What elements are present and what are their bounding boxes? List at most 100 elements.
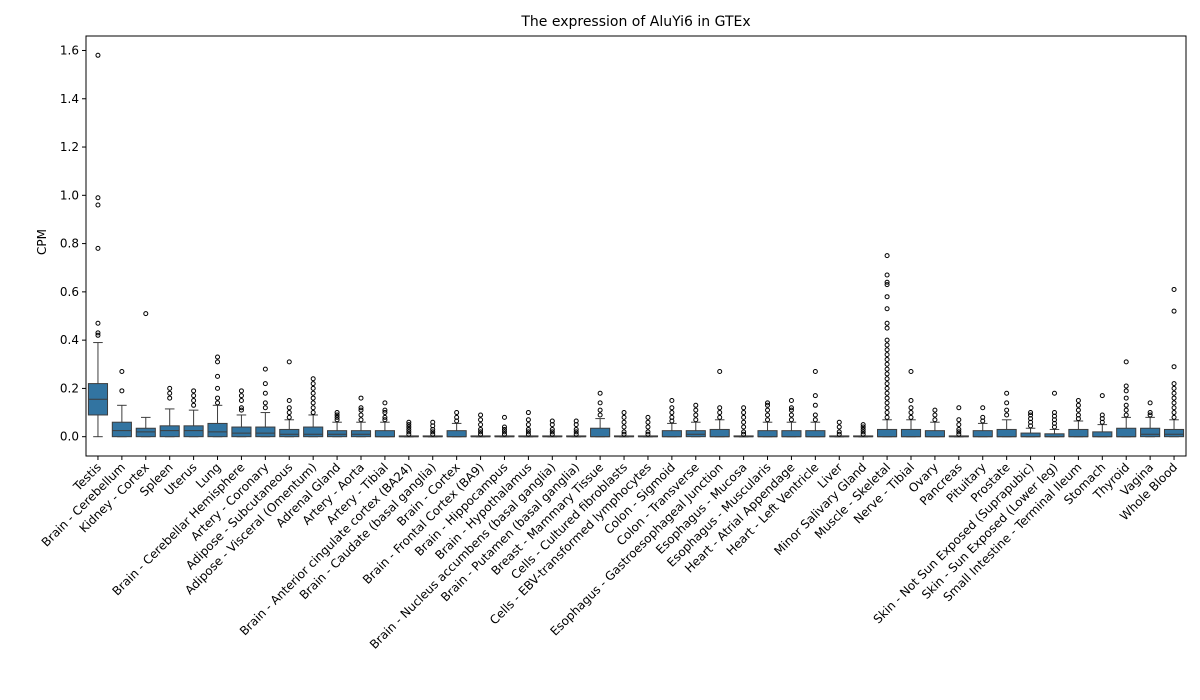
- box-group: [470, 412, 491, 438]
- box-group: [279, 359, 300, 438]
- box-iqr: [446, 430, 467, 438]
- plot-frame: [85, 35, 1187, 457]
- outlier-point: [310, 381, 316, 387]
- outlier-point: [860, 426, 866, 432]
- outlier-point: [1004, 412, 1010, 418]
- box-iqr: [924, 430, 945, 438]
- box-group: [829, 419, 850, 438]
- box-iqr: [590, 427, 611, 438]
- outlier-point: [238, 407, 244, 413]
- box-group: [853, 422, 874, 438]
- outlier-point: [908, 405, 914, 411]
- outlier-point: [382, 407, 388, 413]
- outlier-point: [884, 342, 890, 348]
- outlier-point: [454, 414, 460, 420]
- outlier-point: [215, 400, 221, 406]
- outlier-point: [1004, 400, 1010, 406]
- outlier-point: [1171, 405, 1177, 411]
- box-iqr: [374, 430, 395, 438]
- box-group: [781, 397, 802, 438]
- outlier-point: [238, 388, 244, 394]
- outlier-point: [1171, 308, 1177, 314]
- outlier-point: [478, 426, 484, 432]
- box-iqr: [805, 430, 826, 438]
- box-group: [948, 405, 969, 438]
- box-group: [135, 311, 156, 438]
- outlier-point: [1051, 390, 1057, 396]
- outlier-point: [884, 410, 890, 416]
- outlier-point: [645, 431, 651, 437]
- outlier-point: [1147, 412, 1153, 418]
- outlier-point: [717, 410, 723, 416]
- outlier-point: [884, 253, 890, 259]
- outlier-point: [621, 424, 627, 430]
- box-group: [374, 400, 395, 438]
- outlier-point: [549, 418, 555, 424]
- outlier-point: [262, 390, 268, 396]
- outlier-point: [525, 417, 531, 423]
- y-tick-label: 0.0: [60, 430, 79, 444]
- outlier-point: [621, 429, 627, 435]
- y-tick-label: 1.6: [60, 43, 79, 57]
- y-tick-label: 0.6: [60, 285, 79, 299]
- box-group: [1092, 393, 1113, 438]
- outlier-point: [191, 388, 197, 394]
- y-tick-label: 1.4: [60, 92, 79, 106]
- outlier-point: [382, 410, 388, 416]
- outlier-point: [119, 369, 125, 375]
- box-iqr: [877, 428, 898, 438]
- outlier-point: [741, 405, 747, 411]
- outlier-point: [597, 407, 603, 413]
- outlier-point: [191, 397, 197, 403]
- outlier-point: [717, 369, 723, 375]
- outlier-point: [1147, 410, 1153, 416]
- outlier-point: [693, 407, 699, 413]
- outlier-point: [95, 52, 101, 58]
- outlier-point: [980, 414, 986, 420]
- box-iqr: [1020, 432, 1041, 438]
- outlier-point: [884, 347, 890, 353]
- outlier-point: [501, 429, 507, 435]
- outlier-point: [1099, 393, 1105, 399]
- outlier-point: [1004, 390, 1010, 396]
- box-iqr: [350, 430, 372, 438]
- outlier-point: [788, 407, 794, 413]
- outlier-point: [262, 400, 268, 406]
- box-group: [183, 388, 204, 438]
- outlier-point: [454, 410, 460, 416]
- outlier-point: [310, 400, 316, 406]
- outlier-point: [286, 405, 292, 411]
- outlier-point: [645, 424, 651, 430]
- outlier-point: [1171, 364, 1177, 370]
- box-iqr: [159, 425, 180, 438]
- box-group: [877, 253, 898, 438]
- box-group: [446, 410, 467, 438]
- box-group: [159, 385, 180, 438]
- outlier-point: [478, 417, 484, 423]
- outlier-point: [478, 429, 484, 435]
- outlier-point: [884, 306, 890, 312]
- outlier-point: [932, 412, 938, 418]
- outlier-point: [310, 395, 316, 401]
- box-group: [566, 418, 587, 438]
- box-group: [494, 414, 515, 438]
- outlier-point: [167, 390, 173, 396]
- outlier-point: [956, 405, 962, 411]
- outlier-point: [95, 245, 101, 251]
- outlier-point: [788, 397, 794, 403]
- outlier-point: [741, 414, 747, 420]
- outlier-point: [382, 414, 388, 420]
- outlier-point: [215, 354, 221, 360]
- box-group: [398, 419, 419, 438]
- box-iqr: [996, 428, 1017, 438]
- outlier-point: [358, 412, 364, 418]
- outlier-point: [956, 431, 962, 437]
- outlier-point: [645, 429, 651, 435]
- outlier-point: [501, 431, 507, 437]
- outlier-point: [884, 352, 890, 358]
- box-iqr: [111, 421, 132, 438]
- outlier-point: [741, 431, 747, 437]
- box-group: [231, 388, 252, 438]
- outlier-point: [812, 412, 818, 418]
- outlier-point: [860, 429, 866, 435]
